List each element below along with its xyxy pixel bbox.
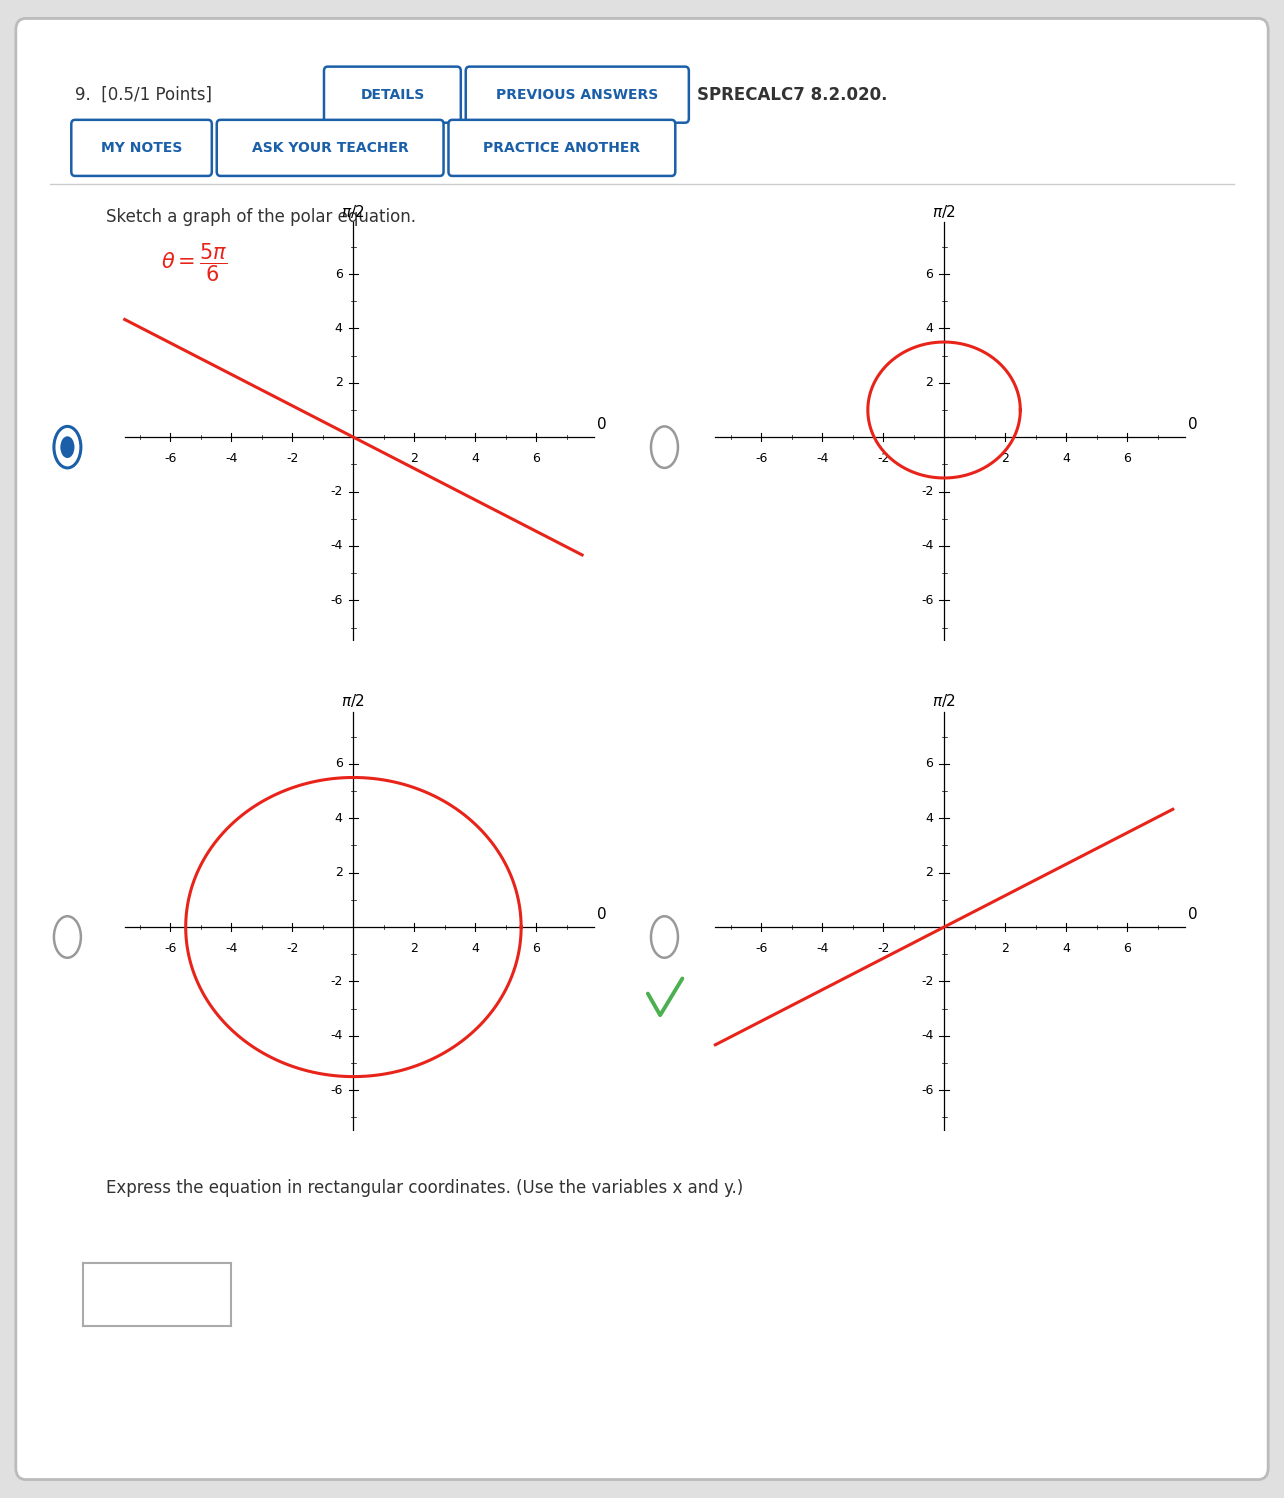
Text: -2: -2	[330, 975, 343, 987]
FancyBboxPatch shape	[448, 120, 675, 175]
Text: 0: 0	[597, 906, 607, 921]
Text: 2: 2	[335, 376, 343, 389]
Text: -4: -4	[815, 452, 828, 466]
Text: 2: 2	[926, 376, 933, 389]
Text: -6: -6	[921, 1083, 933, 1097]
Text: ASK YOUR TEACHER: ASK YOUR TEACHER	[252, 141, 408, 154]
Text: MY NOTES: MY NOTES	[101, 141, 182, 154]
Text: 2: 2	[411, 452, 419, 466]
Text: 0: 0	[1188, 906, 1198, 921]
Text: 6: 6	[533, 942, 541, 956]
Text: $\pi/2$: $\pi/2$	[932, 202, 957, 220]
Text: -6: -6	[164, 452, 177, 466]
Circle shape	[60, 436, 74, 458]
Text: 6: 6	[1124, 942, 1131, 956]
Text: $\pi/2$: $\pi/2$	[932, 692, 957, 710]
Text: 2: 2	[411, 942, 419, 956]
Text: 6: 6	[926, 268, 933, 280]
Text: 0: 0	[597, 416, 607, 431]
Text: SPRECALC7 8.2.020.: SPRECALC7 8.2.020.	[697, 85, 889, 103]
Text: 4: 4	[1062, 942, 1070, 956]
Text: PRACTICE ANOTHER: PRACTICE ANOTHER	[483, 141, 641, 154]
Text: -4: -4	[921, 539, 933, 553]
Text: 2: 2	[1002, 942, 1009, 956]
Text: 6: 6	[533, 452, 541, 466]
FancyBboxPatch shape	[217, 120, 443, 175]
Text: -4: -4	[921, 1029, 933, 1043]
Text: -6: -6	[330, 1083, 343, 1097]
Text: 4: 4	[335, 322, 343, 336]
Text: -2: -2	[877, 452, 890, 466]
Text: $\pi/2$: $\pi/2$	[342, 692, 366, 710]
Text: -4: -4	[815, 942, 828, 956]
Text: -2: -2	[286, 452, 299, 466]
Text: 6: 6	[1124, 452, 1131, 466]
Text: -6: -6	[164, 942, 177, 956]
Text: -6: -6	[330, 593, 343, 607]
Text: -4: -4	[225, 942, 238, 956]
FancyBboxPatch shape	[72, 120, 212, 175]
Text: 2: 2	[335, 866, 343, 879]
Text: 4: 4	[926, 322, 933, 336]
Text: 0: 0	[1188, 416, 1198, 431]
Text: -6: -6	[755, 452, 768, 466]
Text: Express the equation in rectangular coordinates. (Use the variables x and y.): Express the equation in rectangular coor…	[105, 1179, 743, 1197]
FancyBboxPatch shape	[466, 66, 688, 123]
Text: 6: 6	[335, 758, 343, 770]
Text: -2: -2	[877, 942, 890, 956]
Text: -4: -4	[225, 452, 238, 466]
Text: 4: 4	[1062, 452, 1070, 466]
Text: 2: 2	[926, 866, 933, 879]
Text: -6: -6	[921, 593, 933, 607]
Text: 6: 6	[926, 758, 933, 770]
Text: 2: 2	[1002, 452, 1009, 466]
Text: -2: -2	[921, 485, 933, 497]
Text: 4: 4	[926, 812, 933, 825]
Text: 9.  [0.5/1 Points]: 9. [0.5/1 Points]	[74, 85, 212, 103]
Text: 4: 4	[471, 452, 479, 466]
Text: $\theta = \dfrac{5\pi}{6}$: $\theta = \dfrac{5\pi}{6}$	[162, 241, 227, 285]
Text: DETAILS: DETAILS	[361, 88, 425, 102]
Text: 6: 6	[335, 268, 343, 280]
FancyBboxPatch shape	[15, 18, 1269, 1480]
Text: -2: -2	[330, 485, 343, 497]
Text: -6: -6	[755, 942, 768, 956]
Text: -2: -2	[286, 942, 299, 956]
Text: -2: -2	[921, 975, 933, 987]
Text: 4: 4	[471, 942, 479, 956]
Text: -4: -4	[330, 539, 343, 553]
Text: $\pi/2$: $\pi/2$	[342, 202, 366, 220]
Text: PREVIOUS ANSWERS: PREVIOUS ANSWERS	[496, 88, 659, 102]
Text: 4: 4	[335, 812, 343, 825]
FancyBboxPatch shape	[324, 66, 461, 123]
Text: Sketch a graph of the polar equation.: Sketch a graph of the polar equation.	[105, 208, 416, 226]
Text: -4: -4	[330, 1029, 343, 1043]
